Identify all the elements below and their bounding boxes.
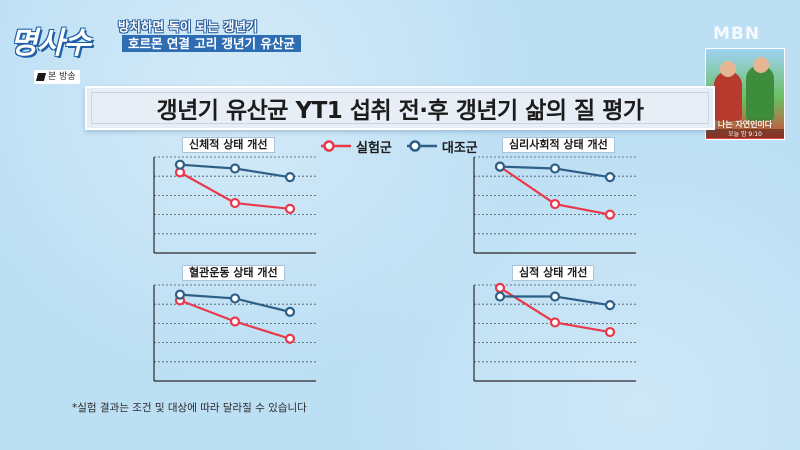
data-point-control (174, 289, 186, 300)
data-point-control (604, 300, 616, 311)
data-point-control (549, 163, 561, 174)
title-banner: 갱년기 유산균 YT1 섭취 전·후 갱년기 삶의 질 평가 (85, 86, 715, 130)
footnote: *실험 결과는 조건 및 대상에 따라 달라질 수 있습니다 (72, 402, 307, 414)
legend-label-control: 대조군 (441, 140, 478, 156)
legend-item-experimental: 실험군 (320, 137, 392, 156)
data-point-experimental (604, 209, 616, 220)
data-point-experimental (229, 316, 241, 327)
panel-title-mental: 심적 상태 개선 (512, 265, 595, 281)
data-point-control (174, 159, 186, 170)
chart-psychosocial (473, 156, 636, 254)
chart-physical (153, 156, 316, 254)
data-point-control (229, 293, 241, 304)
chart-title: 갱년기 유산균 YT1 섭취 전·후 갱년기 삶의 질 평가 (156, 98, 644, 124)
title-banner-border (91, 92, 709, 124)
data-point-control (549, 291, 561, 302)
chart-mental (473, 282, 636, 382)
channel-watermark: MBN (713, 24, 761, 44)
promo-person-left (714, 71, 742, 121)
data-point-control (604, 172, 616, 183)
legend-swatch-control (406, 140, 437, 152)
panel-title-vasomotor: 혈관운동 상태 개선 (182, 265, 285, 281)
subtitle-line-2: 호르몬 연결 고리 갱년기 유산균 (122, 35, 301, 52)
data-point-experimental (229, 197, 241, 209)
data-point-control (284, 172, 296, 183)
data-point-control (229, 163, 241, 174)
promo-person-right (746, 65, 774, 121)
episode-subtitle: 방치하면 독이 되는 갱년기 호르몬 연결 고리 갱년기 유산균 (118, 18, 301, 52)
data-point-control (494, 161, 506, 172)
promo-head-left (720, 61, 736, 77)
panel-title-psychosocial: 심리사회적 상태 개선 (502, 137, 615, 153)
promo-time: 오늘 밤 9:10 (706, 129, 784, 138)
subtitle-line-1: 방치하면 독이 되는 갱년기 (118, 19, 258, 34)
legend-label-experimental: 실험군 (356, 140, 392, 156)
broadcast-badge: 본 방송 (34, 70, 80, 84)
data-point-experimental (549, 198, 561, 210)
promo-head-right (753, 57, 769, 73)
data-point-experimental (284, 333, 296, 344)
chart-vasomotor (153, 284, 316, 382)
promo-caption: 나는 자연인이다 (717, 120, 773, 129)
legend-swatch-experimental (321, 140, 351, 152)
data-point-experimental (549, 317, 561, 328)
data-point-control (494, 291, 506, 302)
show-logo: 명사수 (10, 14, 118, 66)
show-logo-text: 명사수 (10, 26, 91, 61)
legend: 실험군 대조군 (320, 137, 478, 156)
legend-item-control: 대조군 (406, 137, 478, 156)
promo-thumbnail: 나는 자연인이다 오늘 밤 9:10 (705, 48, 785, 140)
panel-title-physical: 신체적 상태 개선 (182, 137, 275, 153)
data-point-experimental (494, 282, 506, 293)
data-point-experimental (284, 203, 296, 214)
data-point-experimental (604, 326, 616, 338)
data-point-control (284, 306, 296, 317)
